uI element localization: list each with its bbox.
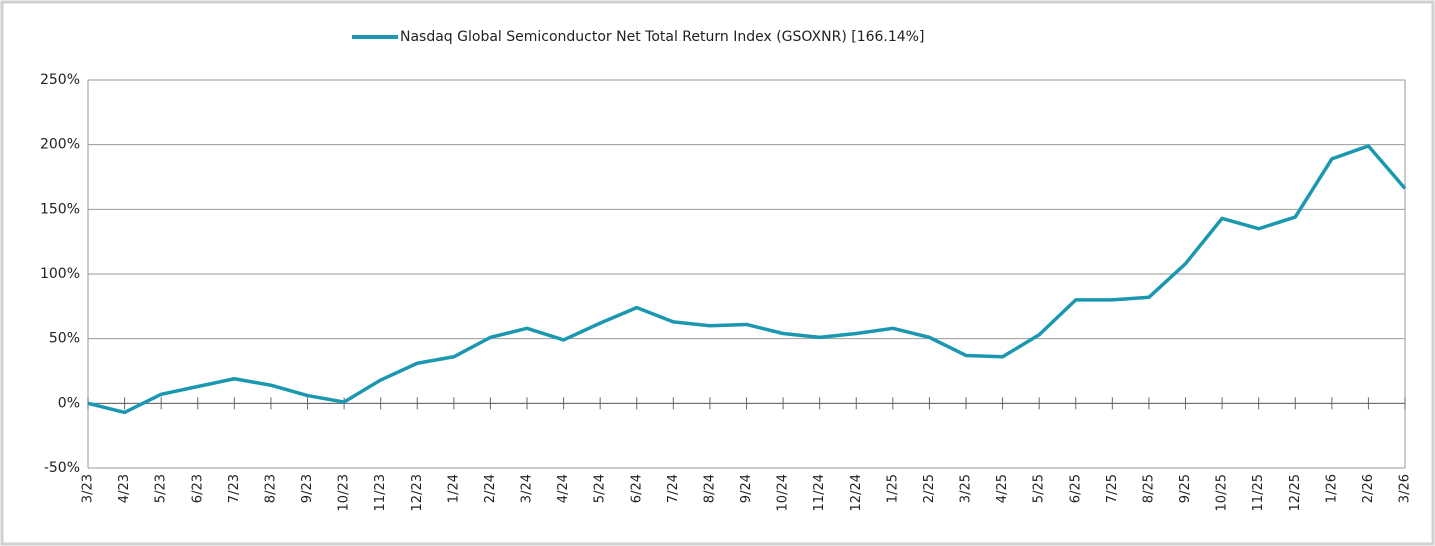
x-tick-label: 5/23 — [154, 474, 169, 503]
x-tick-label: 12/24 — [849, 474, 864, 511]
legend-label: Nasdaq Global Semiconductor Net Total Re… — [400, 29, 924, 45]
x-tick-label: 7/25 — [1105, 474, 1120, 503]
x-tick-label: 5/24 — [593, 474, 608, 503]
x-tick-label: 4/23 — [117, 474, 132, 503]
x-tick-label: 3/26 — [1398, 474, 1413, 503]
x-tick-label: 1/24 — [446, 474, 461, 503]
x-tick-label: 11/23 — [373, 474, 388, 511]
x-tick-label: 1/26 — [1324, 474, 1339, 503]
x-tick-label: 3/25 — [959, 474, 974, 503]
x-tick-label: 4/25 — [995, 474, 1010, 503]
y-tick-label: 250% — [40, 72, 80, 88]
x-tick-label: 12/25 — [1288, 474, 1303, 511]
x-tick-label: 12/23 — [410, 474, 425, 511]
x-tick-label: 8/25 — [1141, 474, 1156, 503]
x-tick-label: 2/26 — [1361, 474, 1376, 503]
x-tick-label: 10/23 — [337, 474, 352, 511]
x-tick-label: 4/24 — [556, 474, 571, 503]
x-tick-label: 11/24 — [812, 474, 827, 511]
y-tick-label: 0% — [58, 395, 80, 411]
x-tick-label: 3/23 — [81, 474, 96, 503]
x-tick-label: 1/25 — [885, 474, 900, 503]
x-tick-label: 5/25 — [1032, 474, 1047, 503]
x-tick-label: 7/23 — [227, 474, 242, 503]
x-tick-label: 10/25 — [1215, 474, 1230, 511]
x-tick-label: 3/24 — [520, 474, 535, 503]
x-tick-label: 9/25 — [1178, 474, 1193, 503]
x-tick-label: 6/24 — [629, 474, 644, 503]
y-tick-label: -50% — [44, 460, 80, 476]
x-tick-label: 11/25 — [1251, 474, 1266, 511]
y-tick-label: 200% — [40, 137, 80, 153]
y-tick-label: 100% — [40, 266, 80, 282]
x-tick-label: 6/25 — [1068, 474, 1083, 503]
series-line — [87, 144, 1407, 415]
y-tick-label: 50% — [49, 331, 80, 347]
x-tick-label: 10/24 — [776, 474, 791, 511]
x-tick-label: 7/24 — [666, 474, 681, 503]
y-tick-label: 150% — [40, 201, 80, 217]
x-tick-label: 6/23 — [190, 474, 205, 503]
x-tick-label: 9/24 — [739, 474, 754, 503]
x-tick-label: 2/24 — [483, 474, 498, 503]
x-tick-label: 8/23 — [263, 474, 278, 503]
x-tick-label: 8/24 — [702, 474, 717, 503]
x-tick-label: 2/25 — [922, 474, 937, 503]
x-tick-label: 9/23 — [300, 474, 315, 503]
